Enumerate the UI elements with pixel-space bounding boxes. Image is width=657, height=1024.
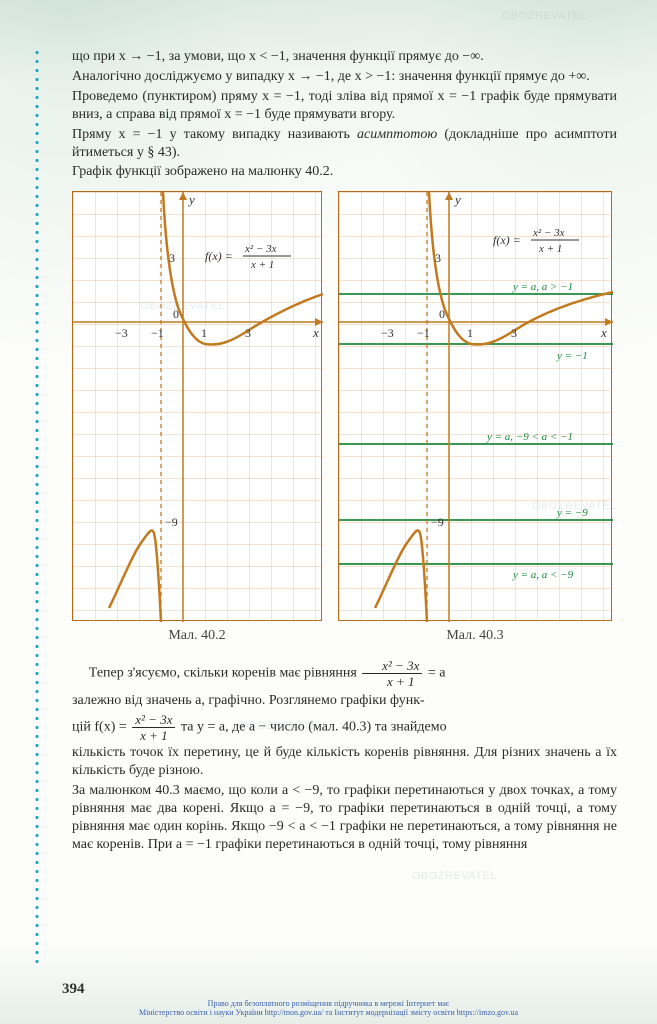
xtick: −3 xyxy=(115,326,128,340)
para-6: Тепер з'ясуємо, скільки коренів має рівн… xyxy=(72,659,617,688)
hline-label: y = a, a > −1 xyxy=(512,281,573,293)
para-6b: = a xyxy=(424,666,445,681)
footer-note: Право для безоплатного розміщення підруч… xyxy=(0,1000,657,1018)
para-9: кількість точок їх перетину, це й буде к… xyxy=(72,744,617,780)
caption-40-2: Мал. 40.2 xyxy=(72,627,322,645)
para-10: За малюнком 40.3 маємо, що коли a < −9, … xyxy=(72,782,617,854)
chart-40-2-svg: −3 −1 1 3 3 0 −9 x y f(x) = x² − 3x x + … xyxy=(73,192,323,622)
frac-num: x² − 3x xyxy=(132,713,175,728)
frac-den: x + 1 xyxy=(132,728,175,742)
caption-40-3: Мал. 40.3 xyxy=(338,627,612,645)
para-7: залежно від значень a, графічно. Розглян… xyxy=(72,690,617,711)
hline-label: y = a, a < −9 xyxy=(512,569,574,581)
frac-den: x + 1 xyxy=(362,674,422,688)
formula-num: x² − 3x xyxy=(244,243,277,255)
ytick: 3 xyxy=(435,251,441,265)
para-8b: та y = a, де a − число (мал. 40.3) та зн… xyxy=(181,720,447,735)
formula-den: x + 1 xyxy=(250,259,274,271)
hline-label: y = a, −9 < a < −1 xyxy=(486,431,573,443)
ytick: 0 xyxy=(173,307,179,321)
formula-fx: f(x) = xyxy=(205,249,233,263)
x-axis-label: x xyxy=(600,325,607,340)
xtick: 1 xyxy=(201,326,207,340)
para-1: що при x → −1, за умови, що x < −1, знач… xyxy=(72,48,617,66)
charts-row: −3 −1 1 3 3 0 −9 x y f(x) = x² − 3x x + … xyxy=(72,191,617,621)
xtick: −3 xyxy=(381,326,394,340)
xtick: −1 xyxy=(417,326,430,340)
y-axis-label: y xyxy=(187,192,195,207)
x-axis-label: x xyxy=(312,325,319,340)
chart-40-3: y = a, a > −1 y = −1 y = a, −9 < a < −1 … xyxy=(338,191,612,621)
caption-row: Мал. 40.2 Мал. 40.3 xyxy=(72,627,617,645)
xtick: 3 xyxy=(511,326,517,340)
frac-num: x² − 3x xyxy=(362,659,422,674)
page-number: 394 xyxy=(62,981,85,998)
chart-40-2: −3 −1 1 3 3 0 −9 x y f(x) = x² − 3x x + … xyxy=(72,191,322,621)
para-8: цій f(x) = x² − 3x x + 1 та y = a, де a … xyxy=(72,713,617,742)
para-2: Аналогічно досліджуємо у випадку x → −1,… xyxy=(72,68,617,86)
formula-fx: f(x) = xyxy=(493,233,521,247)
para-5: Графік функції зображено на малюнку 40.2… xyxy=(72,163,617,181)
formula-num: x² − 3x xyxy=(532,227,565,239)
xtick: −1 xyxy=(151,326,164,340)
hline-label: y = −9 xyxy=(556,507,588,519)
para-4: Пряму x = −1 у такому випадку називають … xyxy=(72,126,617,162)
footer-line-2: Міністерство освіти і науки України http… xyxy=(0,1009,657,1018)
chart-40-3-svg: y = a, a > −1 y = −1 y = a, −9 < a < −1 … xyxy=(339,192,613,622)
ytick: 0 xyxy=(439,307,445,321)
xtick: 1 xyxy=(467,326,473,340)
page-content: що при x → −1, за умови, що x < −1, знач… xyxy=(0,0,657,896)
para-8a: цій f(x) = xyxy=(72,720,130,735)
fx-fraction: x² − 3x x + 1 xyxy=(132,713,175,742)
formula-den: x + 1 xyxy=(538,243,562,255)
ytick: −9 xyxy=(165,515,178,529)
ytick: −9 xyxy=(431,515,444,529)
equation-fraction: x² − 3x x + 1 xyxy=(362,659,422,688)
asymptote-term: асимптотою xyxy=(357,127,437,142)
xtick: 3 xyxy=(245,326,251,340)
hline-label: y = −1 xyxy=(556,350,588,362)
para-6a: Тепер з'ясуємо, скільки коренів має рівн… xyxy=(89,666,361,681)
para-3: Проведемо (пунктиром) пряму x = −1, тоді… xyxy=(72,88,617,124)
y-axis-label: y xyxy=(453,192,461,207)
ytick: 3 xyxy=(169,251,175,265)
para-4a: Пряму x = −1 у такому випадку називають xyxy=(72,127,357,142)
